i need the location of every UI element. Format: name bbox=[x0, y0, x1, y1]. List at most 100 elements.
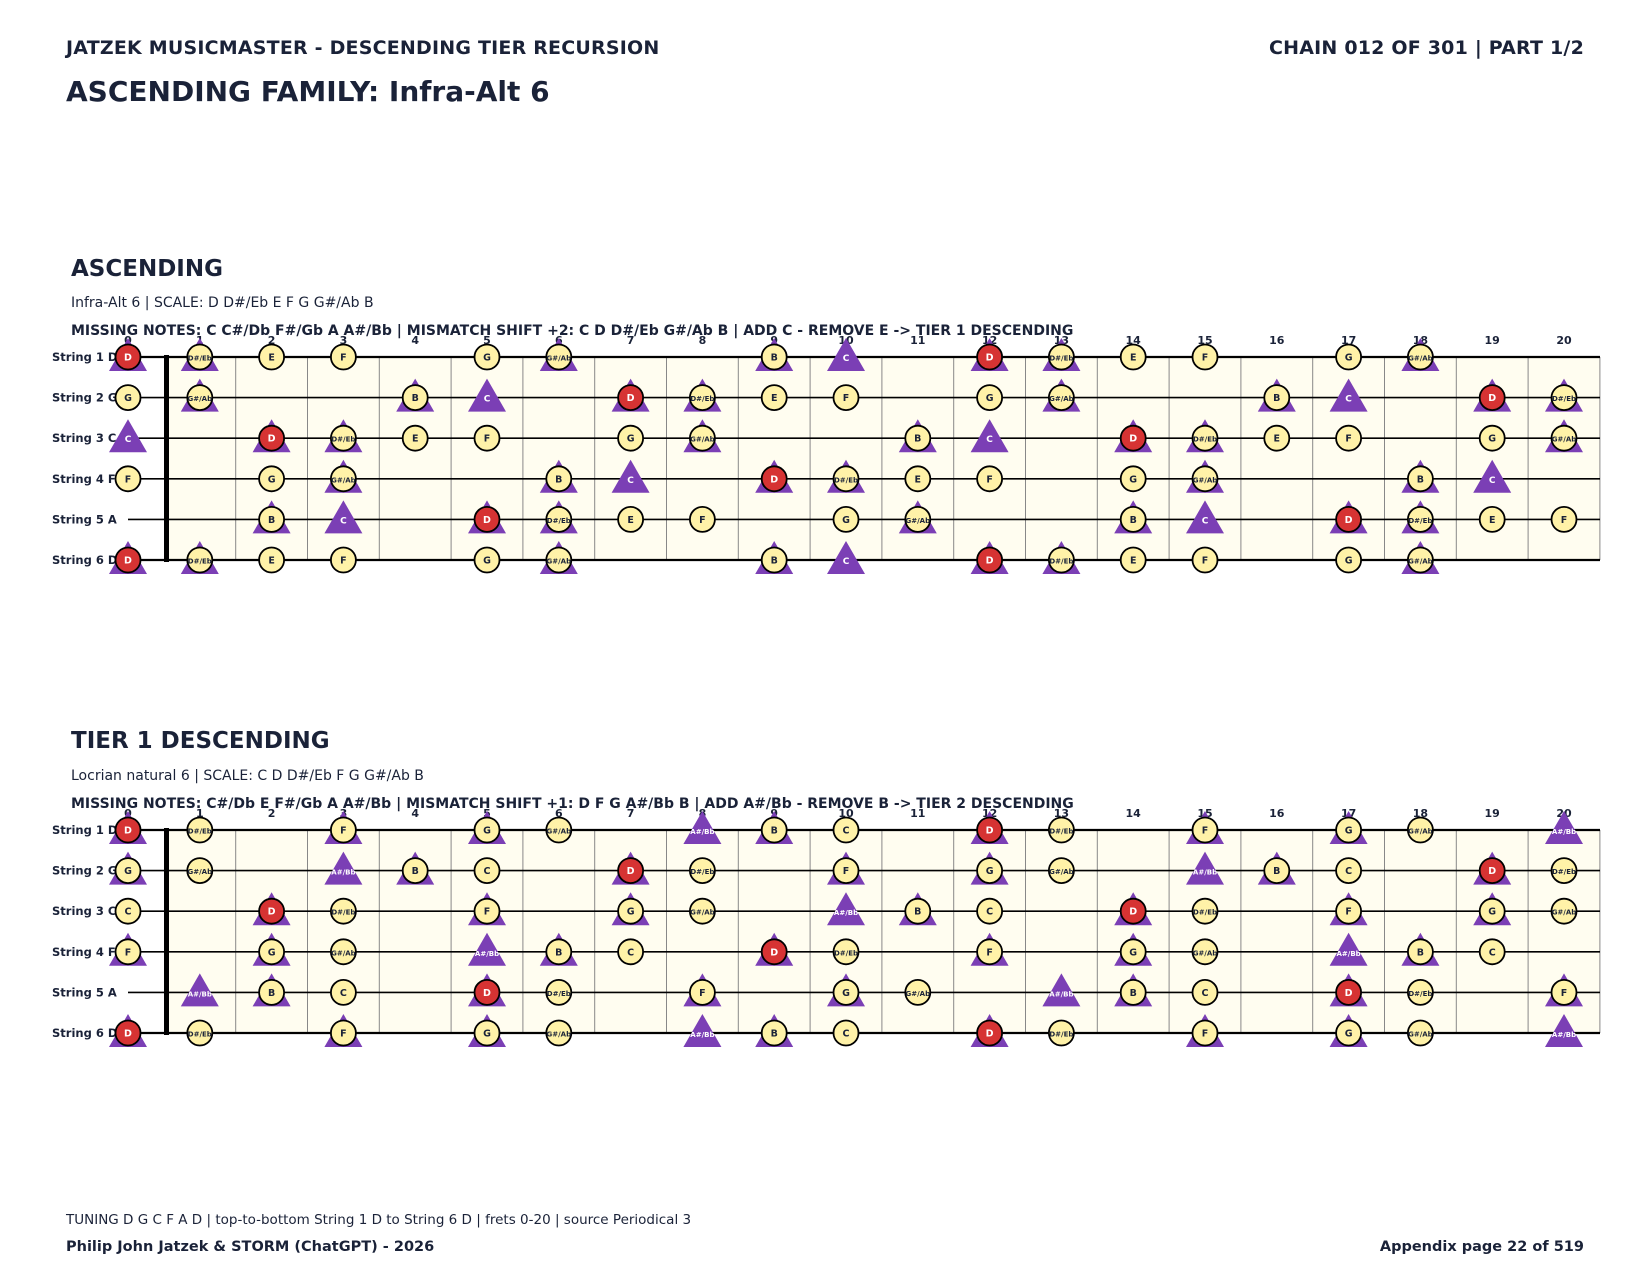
scale-note-marker bbox=[760, 1019, 788, 1047]
root-note-marker bbox=[114, 343, 142, 371]
scale-note-marker bbox=[1191, 465, 1219, 493]
scale-note-marker bbox=[1550, 979, 1578, 1006]
scale-note-marker bbox=[1407, 1019, 1434, 1047]
note-label: G#/Ab bbox=[546, 1031, 571, 1039]
added-note-triangle bbox=[180, 973, 219, 1007]
root-note-marker bbox=[473, 506, 501, 533]
scale-note-marker bbox=[186, 816, 214, 844]
note-label: G#/Ab bbox=[546, 828, 571, 836]
scale-note-marker bbox=[832, 1019, 860, 1047]
note-label: B bbox=[771, 1029, 778, 1040]
scale-note-marker bbox=[186, 857, 214, 884]
note-label: D bbox=[986, 1029, 994, 1040]
root-note-marker bbox=[1478, 857, 1506, 884]
root-note-marker bbox=[1478, 384, 1506, 412]
scale-note-marker bbox=[832, 857, 860, 884]
note-label: E bbox=[268, 353, 275, 364]
note-label: G bbox=[1345, 556, 1353, 567]
note-label: D bbox=[1129, 907, 1137, 918]
note-label: G bbox=[483, 353, 491, 364]
note-label: D#/Eb bbox=[834, 949, 858, 957]
fret-number: 7 bbox=[627, 334, 635, 347]
scale-note-marker bbox=[1335, 1019, 1362, 1047]
note-label: C bbox=[340, 988, 347, 999]
scale-note-marker bbox=[689, 857, 716, 884]
scale-note-marker bbox=[1335, 897, 1362, 925]
added-note-label: A#/Bb bbox=[1337, 950, 1361, 958]
scale-note-marker bbox=[1191, 424, 1219, 452]
note-label: E bbox=[1130, 556, 1137, 567]
note-label: D#/Eb bbox=[1408, 517, 1432, 525]
note-label: C bbox=[627, 947, 634, 958]
note-label: D#/Eb bbox=[188, 355, 212, 363]
scale-note-marker bbox=[1191, 897, 1219, 925]
scale-note-marker bbox=[473, 546, 501, 574]
note-label: B bbox=[1130, 515, 1137, 526]
fret-number: 8 bbox=[699, 334, 707, 347]
note-label: B bbox=[268, 515, 275, 526]
scale-note-marker bbox=[689, 506, 716, 533]
fret-number: 6 bbox=[555, 807, 563, 820]
note-label: G bbox=[627, 434, 635, 445]
note-label: G#/Ab bbox=[546, 355, 571, 363]
scale-note-marker bbox=[1119, 546, 1147, 574]
root-note-marker bbox=[976, 816, 1003, 844]
added-note-triangle bbox=[1186, 851, 1224, 885]
fret-number: 1 bbox=[196, 807, 204, 820]
note-label: C bbox=[1202, 988, 1209, 999]
scale-note-marker bbox=[1191, 938, 1219, 966]
scale-note-marker bbox=[617, 424, 644, 452]
note-label: G#/Ab bbox=[1408, 355, 1433, 363]
section-2-subtitle: Locrian natural 6 | SCALE: C D D#/Eb F G… bbox=[71, 768, 424, 784]
string-label: String 6 D bbox=[52, 553, 117, 567]
root-note-marker bbox=[258, 424, 286, 452]
scale-note-marker bbox=[832, 384, 860, 412]
fret-number: 18 bbox=[1413, 807, 1428, 820]
note-label: G bbox=[1129, 474, 1137, 485]
note-label: D bbox=[1345, 515, 1353, 526]
fret-number: 11 bbox=[910, 807, 925, 820]
note-label: F bbox=[843, 393, 850, 404]
scale-note-marker bbox=[473, 1019, 501, 1047]
added-note-triangle bbox=[827, 892, 865, 926]
section-1-missing-notes: MISSING NOTES: C C#/Db F#/Gb A A#/Bb | M… bbox=[71, 323, 1074, 339]
note-label: F bbox=[843, 866, 850, 877]
scale-note-marker bbox=[1550, 897, 1578, 925]
scale-note-marker bbox=[401, 424, 429, 452]
scale-note-marker bbox=[186, 343, 214, 371]
scale-note-marker bbox=[329, 816, 357, 844]
note-label: D#/Eb bbox=[547, 990, 571, 998]
scale-note-marker bbox=[1119, 465, 1147, 493]
note-label: D bbox=[627, 393, 635, 404]
note-label: D#/Eb bbox=[834, 476, 858, 484]
note-label: G#/Ab bbox=[1193, 476, 1218, 484]
note-label: D bbox=[986, 826, 994, 837]
scale-note-marker bbox=[904, 897, 932, 925]
scale-note-marker bbox=[617, 938, 644, 966]
note-label: G bbox=[1345, 353, 1353, 364]
string-label: String 5 A bbox=[52, 512, 117, 526]
note-label: B bbox=[1417, 474, 1424, 485]
added-note-triangle bbox=[1473, 459, 1512, 493]
root-note-marker bbox=[1119, 897, 1147, 925]
scale-note-marker bbox=[473, 343, 501, 371]
fretboard-section-1: String 1 D String 2 G String 3 C String 4 F… bbox=[52, 334, 1601, 574]
note-label: E bbox=[1130, 353, 1137, 364]
added-note-triangle bbox=[827, 541, 865, 574]
note-label: F bbox=[986, 474, 993, 485]
scale-note-marker bbox=[617, 897, 644, 925]
note-label: G#/Ab bbox=[331, 949, 356, 957]
note-label: D#/Eb bbox=[188, 1031, 212, 1039]
note-label: G#/Ab bbox=[1552, 909, 1577, 917]
note-label: F bbox=[340, 1029, 347, 1040]
scale-note-marker bbox=[832, 816, 860, 844]
scale-note-marker bbox=[1048, 546, 1075, 574]
scale-note-marker bbox=[401, 384, 429, 412]
fret-number: 16 bbox=[1269, 807, 1285, 820]
scale-note-marker bbox=[186, 384, 214, 412]
scale-note-marker bbox=[976, 938, 1003, 966]
note-label: G bbox=[1488, 434, 1496, 445]
note-label: G bbox=[1488, 907, 1496, 918]
note-label: E bbox=[627, 515, 634, 526]
scale-note-marker bbox=[114, 384, 142, 412]
